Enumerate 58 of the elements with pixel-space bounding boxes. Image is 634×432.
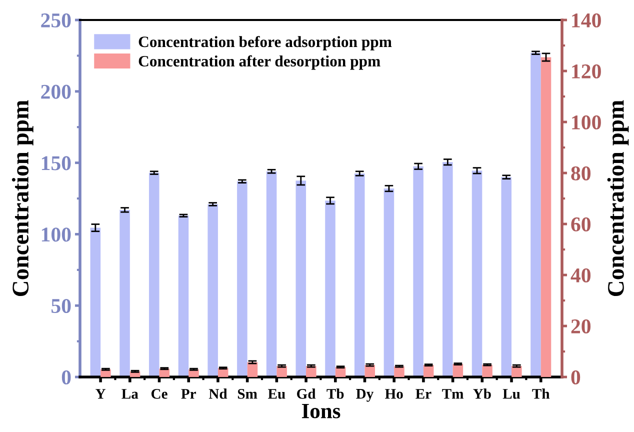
y2-tick-label: 100 [572,115,601,130]
x-tick-label: Ce [151,388,168,399]
bar [276,366,287,377]
y-tick-label: 0 [62,370,71,384]
bar [394,366,404,377]
x-tick-label: Dy [356,389,374,402]
legend-label: Concentration after desorption ppm [138,55,380,70]
y2-axis-title: Concentration ppm [607,100,629,296]
x-tick-label: Gd [297,388,316,399]
bar [472,170,482,377]
legend-label: Concentration before adsorption ppm [138,36,392,50]
bar [364,365,376,377]
bar [501,177,512,377]
x-tick-label: Ho [385,389,403,399]
bar [325,200,336,377]
bar [413,166,424,377]
y-axis-title: Concentration ppm [12,100,34,296]
y2-tick-label: 60 [571,217,591,232]
bar [247,362,258,377]
y-tick-label: 50 [52,298,71,314]
x-tick-label: Th [532,388,550,399]
y2-tick-label: 120 [572,64,601,78]
bar [384,188,394,377]
y2-tick-label: 20 [571,319,591,334]
x-tick-label: Tb [326,388,344,399]
x-axis-title: Ions [302,404,340,418]
x-tick-label: Lu [502,389,520,399]
y2-tick-label: 80 [571,166,591,180]
x-tick-label: Eu [268,389,286,399]
y-tick-label: 200 [41,84,71,99]
x-tick-label: Er [416,389,432,399]
x-tick-label: Sm [238,388,258,399]
bar [178,216,189,377]
bar [452,364,464,377]
y-tick-label: 250 [41,13,71,28]
x-tick-label: Y [96,389,106,399]
bar [208,204,218,377]
x-tick-label: Nd [208,388,228,399]
bar [237,181,248,377]
y2-tick-label: 140 [572,13,601,28]
y2-tick-label: 0 [571,370,580,384]
bar [120,210,130,377]
bar [354,174,365,377]
x-tick-label: Yb [473,388,491,399]
bar [512,366,522,377]
x-tick-label: La [122,389,138,399]
bar [148,172,160,377]
bar [306,366,316,377]
bar [442,162,453,377]
bar [266,171,277,377]
bar [90,228,101,377]
bar [296,180,306,377]
y-tick-label: 100 [42,228,71,242]
y-tick-label: 150 [42,156,71,170]
y2-tick-label: 40 [570,268,591,282]
x-tick-label: Pr [181,389,196,399]
x-tick-label: Tm [442,389,464,399]
bar [482,364,492,377]
